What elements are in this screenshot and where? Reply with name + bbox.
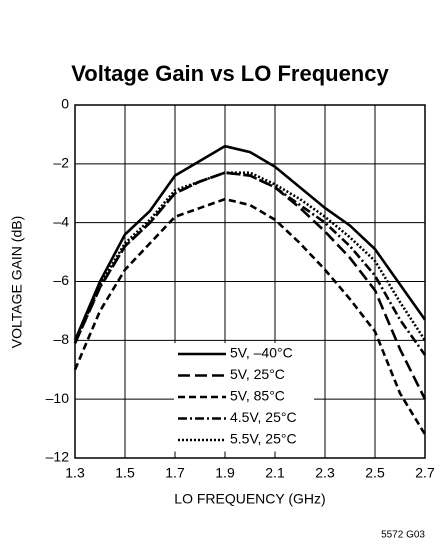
x-tick-label: 1.5 <box>115 465 135 481</box>
y-tick-label: –8 <box>53 331 69 347</box>
x-tick-label: 2.5 <box>365 465 385 481</box>
x-tick-label: 2.3 <box>315 465 335 481</box>
y-tick-label: –4 <box>53 213 69 229</box>
y-tick-label: –10 <box>46 390 70 406</box>
legend-label: 5V, 25°C <box>230 366 285 382</box>
figure-code: 5572 G03 <box>381 530 425 541</box>
series-line <box>73 171 427 356</box>
x-tick-label: 2.7 <box>415 465 435 481</box>
x-tick-label: 1.7 <box>165 465 185 481</box>
x-tick-label: 1.9 <box>215 465 235 481</box>
series-line <box>73 171 427 344</box>
chart-title: Voltage Gain vs LO Frequency <box>71 61 389 86</box>
series-line <box>73 197 427 436</box>
x-tick-label: 2.1 <box>265 465 285 481</box>
y-axis-label: VOLTAGE GAIN (dB) <box>9 216 25 349</box>
y-tick-label: –6 <box>53 272 69 288</box>
x-tick-label: 1.3 <box>65 465 85 481</box>
legend-label: 4.5V, 25°C <box>230 409 297 425</box>
legend-label: 5.5V, 25°C <box>230 431 297 447</box>
x-axis-label: LO FREQUENCY (GHz) <box>174 491 325 507</box>
y-tick-label: –2 <box>53 155 69 171</box>
legend-label: 5V, –40°C <box>230 345 293 361</box>
legend-label: 5V, 85°C <box>230 388 285 404</box>
y-tick-label: –12 <box>46 449 70 465</box>
plot-frame <box>74 104 426 459</box>
legend-box <box>174 343 314 452</box>
series-line <box>73 144 427 341</box>
y-tick-label: 0 <box>61 96 69 112</box>
